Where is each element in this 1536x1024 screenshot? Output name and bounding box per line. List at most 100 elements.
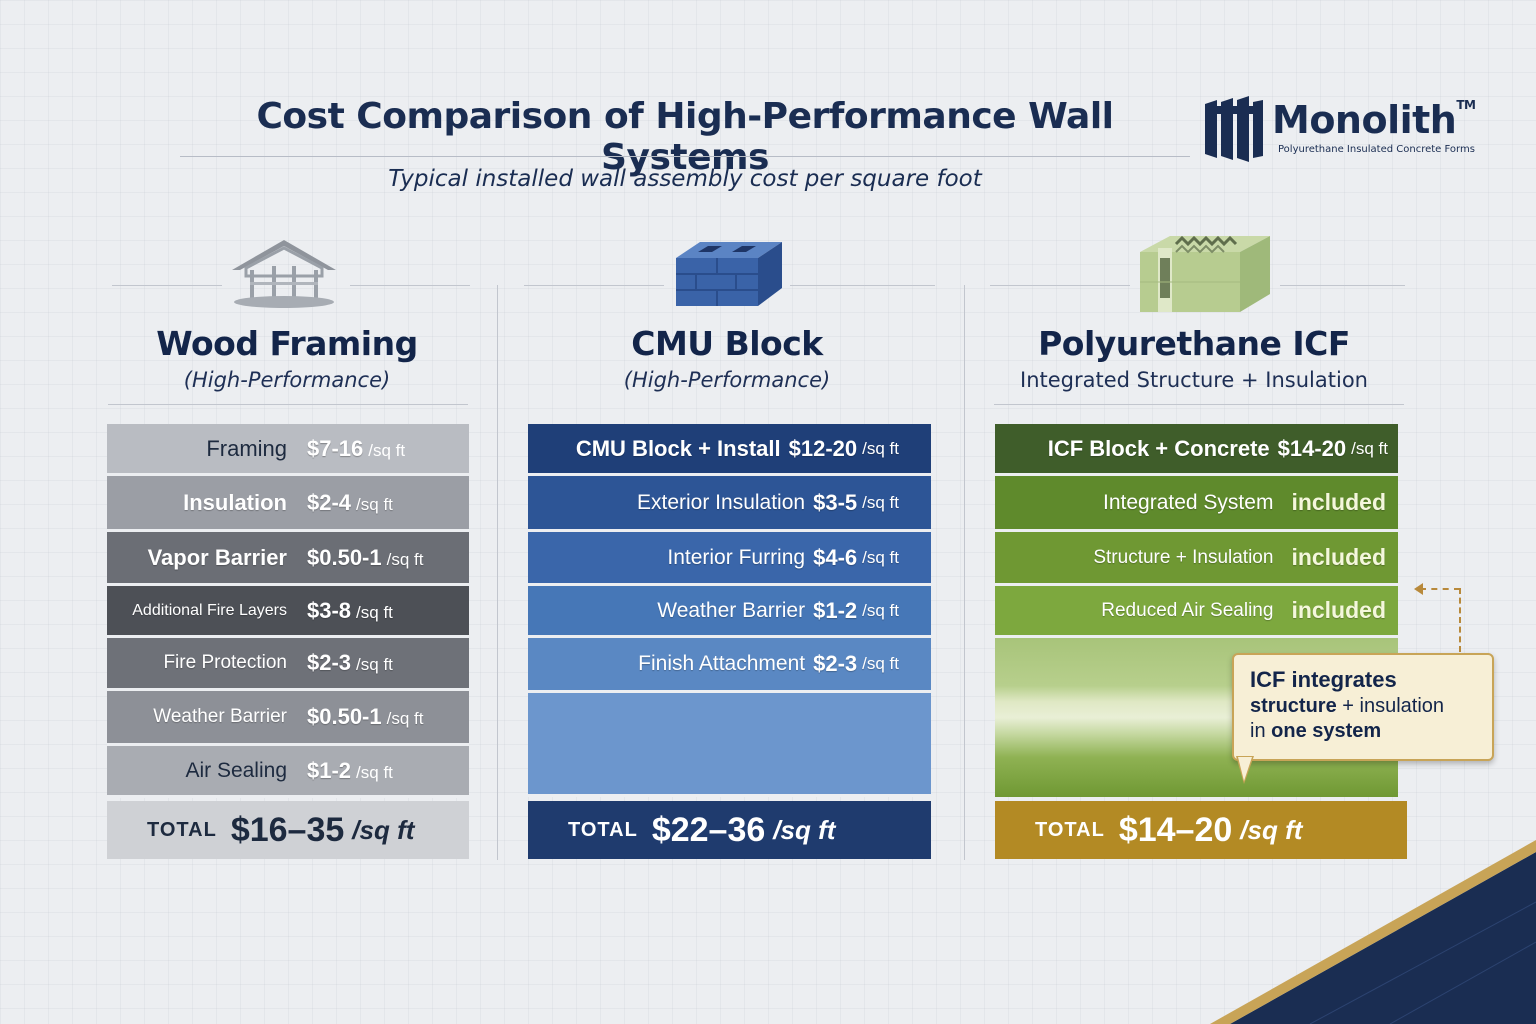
icf-block-icon — [1140, 235, 1270, 312]
cost-unit: /sq ft — [356, 762, 393, 782]
cost-value: $2-3 — [307, 650, 352, 675]
callout-line: in one system — [1250, 720, 1382, 742]
cost-value: $3-5 — [813, 489, 858, 515]
cost-unit: /sq ft — [1351, 438, 1388, 458]
cost-value: $0.50-1 — [307, 704, 382, 729]
icon-rule — [524, 285, 664, 286]
page-title: Cost Comparison of High-Performance Wall… — [256, 96, 1114, 178]
cost-unit: /sq ft — [386, 549, 424, 569]
cost-label: Exterior Insulation — [637, 490, 806, 514]
cost-row: Vapor Barrier $0.50-1/sq ft — [107, 532, 469, 586]
icon-rule — [350, 285, 470, 286]
cost-row: Finish Attachment $2-3/sq ft — [528, 638, 931, 693]
cmu-title: CMU Block — [631, 324, 823, 363]
column-divider — [964, 285, 965, 860]
cost-row: Reduced Air Sealing included — [995, 586, 1398, 638]
cost-unit: /sq ft — [862, 654, 899, 673]
total-unit: /sq ft — [773, 814, 836, 845]
cost-label: Fire Protection — [163, 652, 287, 673]
cost-label: Weather Barrier — [657, 598, 806, 622]
total-unit: /sq ft — [352, 814, 415, 845]
cost-label: Integrated System — [1103, 490, 1274, 514]
cost-unit: /sq ft — [356, 602, 393, 622]
icon-rule — [790, 285, 935, 286]
callout-connector — [1459, 588, 1461, 652]
cost-label: ICF Block + Concrete — [1047, 435, 1270, 461]
monolith-logo-icon — [1205, 96, 1263, 162]
cost-unit: /sq ft — [862, 438, 899, 458]
cost-label: Vapor Barrier — [147, 544, 287, 570]
callout-connector — [1420, 588, 1460, 590]
cost-unit: /sq ft — [356, 655, 393, 674]
wood-cost-stack: Framing $7-16/sq ft Insulation $2-4/sq f… — [107, 424, 469, 798]
wood-total: TOTAL $16–35 /sq ft — [107, 801, 469, 859]
icon-rule — [112, 285, 222, 286]
total-label: TOTAL — [568, 818, 638, 841]
total-unit: /sq ft — [1240, 814, 1303, 845]
cost-row: Weather Barrier $0.50-1/sq ft — [107, 691, 469, 746]
column-divider — [497, 285, 498, 860]
title-divider — [180, 156, 1190, 157]
cost-value: $0.50-1 — [307, 544, 382, 570]
cost-unit: /sq ft — [386, 709, 424, 728]
cost-value: $12-20 — [788, 435, 858, 461]
total-label: TOTAL — [1035, 818, 1105, 841]
cost-row: Weather Barrier $1-2/sq ft — [528, 586, 931, 638]
cost-unit: /sq ft — [356, 494, 393, 514]
callout-line: ICF integrates — [1250, 667, 1397, 692]
corner-decoration — [1210, 840, 1536, 1024]
cmu-subtitle: (High-Performance) — [623, 368, 831, 392]
logo-wordmark: MonolithTM — [1272, 98, 1476, 142]
cost-value: $1-2 — [813, 597, 858, 623]
callout-tail — [1238, 757, 1252, 781]
total-label: TOTAL — [147, 818, 217, 841]
cost-value: $7-16 — [307, 435, 364, 461]
cost-label: Reduced Air Sealing — [1101, 599, 1274, 621]
callout-line: structure + insulation — [1250, 695, 1445, 717]
cmu-total: TOTAL $22–36 /sq ft — [528, 801, 931, 859]
cost-label: Finish Attachment — [638, 652, 806, 675]
cost-value: $1-2 — [307, 757, 352, 783]
included-value: included — [1291, 544, 1386, 570]
icf-subtitle: Integrated Structure + Insulation — [1020, 368, 1368, 392]
total-value: $16–35 — [230, 810, 345, 849]
cmu-cost-stack: CMU Block + Install $12-20/sq ft Exterio… — [528, 424, 931, 797]
cost-unit: /sq ft — [862, 600, 899, 620]
icf-total: TOTAL $14–20 /sq ft — [995, 801, 1407, 859]
cost-row: Additional Fire Layers $3-8/sq ft — [107, 586, 469, 638]
arrow-left-icon — [1414, 583, 1423, 595]
cost-label: Structure + Insulation — [1093, 546, 1274, 568]
cost-row: Air Sealing $1-2/sq ft — [107, 746, 469, 798]
cost-row: Exterior Insulation $3-5/sq ft — [528, 476, 931, 532]
cost-label: Insulation — [183, 489, 287, 515]
cost-row: Integrated System included — [995, 476, 1398, 532]
cost-row: Insulation $2-4/sq ft — [107, 476, 469, 532]
cost-unit: /sq ft — [862, 547, 899, 567]
cost-value: $2-4 — [307, 489, 352, 515]
cost-row: Fire Protection $2-3/sq ft — [107, 638, 469, 691]
wood-subtitle: (High-Performance) — [183, 368, 391, 392]
wood-title: Wood Framing — [156, 324, 418, 363]
cost-label: Air Sealing — [185, 758, 287, 782]
cost-value: $2-3 — [813, 651, 858, 676]
included-value: included — [1291, 597, 1386, 623]
icf-title: Polyurethane ICF — [1038, 324, 1350, 363]
header-rule — [108, 404, 468, 405]
page-subtitle: Typical installed wall assembly cost per… — [388, 166, 982, 192]
cost-unit: /sq ft — [862, 492, 899, 512]
logo-trademark: TM — [1456, 98, 1476, 112]
cost-value: $14-20 — [1277, 435, 1347, 461]
cost-unit: /sq ft — [368, 440, 406, 460]
icon-rule — [1280, 285, 1405, 286]
house-frame-icon — [232, 240, 336, 308]
cost-label: Framing — [206, 435, 287, 461]
header-rule — [994, 404, 1404, 405]
cost-label: Interior Furring — [667, 545, 806, 569]
total-value: $22–36 — [651, 810, 766, 849]
included-value: included — [1291, 489, 1386, 515]
cost-row: Structure + Insulation included — [995, 532, 1398, 586]
icf-callout: ICF integrates structure + insulation in… — [1232, 653, 1494, 761]
cmu-block-icon — [676, 242, 782, 306]
cost-value: $4-6 — [813, 544, 858, 570]
icon-rule — [990, 285, 1130, 286]
